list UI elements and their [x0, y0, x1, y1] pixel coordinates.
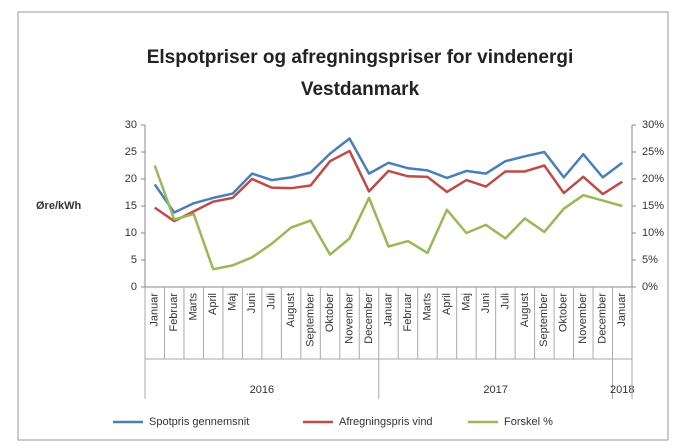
y-tick-label: 0 — [131, 281, 137, 293]
x-tick-label: Juli — [266, 293, 278, 310]
x-tick-label: Oktober — [558, 293, 570, 332]
y-tick-label: 20 — [125, 173, 137, 185]
series-line — [153, 165, 623, 271]
y-tick-label: 5 — [131, 254, 137, 266]
x-tick-label: August — [285, 293, 297, 327]
x-tick-label: November — [343, 293, 355, 344]
y-tick-label: 30 — [125, 119, 137, 131]
x-tick-label: Februar — [402, 293, 414, 332]
x-tick-label: December — [363, 293, 375, 344]
x-tick-label: September — [538, 293, 550, 347]
legend-label: Spotpris gennemsnit — [149, 416, 249, 428]
x-tick-label: April — [441, 293, 453, 315]
x-tick-label: November — [577, 293, 589, 344]
x-group-label: 2018 — [610, 384, 634, 396]
legend-label: Forskel % — [504, 416, 553, 428]
y2-tick-label: 5% — [642, 254, 658, 266]
x-tick-label: Marts — [421, 293, 433, 321]
y-axis-label: Øre/kWh — [36, 200, 82, 212]
y2-tick-label: 0% — [642, 281, 658, 293]
x-tick-label: Januar — [149, 293, 161, 327]
series-line — [154, 149, 623, 223]
y2-tick-label: 30% — [642, 119, 664, 131]
x-group-label: 2016 — [250, 384, 274, 396]
x-tick-label: August — [519, 293, 531, 327]
chart-title: Vestdanmark — [301, 79, 420, 100]
y-tick-label: 15 — [125, 200, 137, 212]
x-tick-label: Februar — [168, 293, 180, 332]
x-group-label: 2017 — [483, 384, 507, 396]
legend-label: Afregningspris vind — [339, 416, 433, 428]
series-line — [153, 137, 624, 214]
y2-tick-label: 20% — [642, 173, 664, 185]
y2-tick-label: 25% — [642, 146, 664, 158]
x-tick-label: Oktober — [324, 293, 336, 332]
x-tick-label: Juli — [499, 293, 511, 310]
y-tick-label: 10 — [125, 227, 137, 239]
x-tick-label: December — [597, 293, 609, 344]
chart-border — [17, 11, 669, 441]
y2-tick-label: 10% — [642, 227, 664, 239]
x-tick-label: September — [304, 293, 316, 347]
chart-title: Elspotpriser og afregningspriser for vin… — [147, 47, 574, 68]
x-tick-label: Marts — [188, 293, 200, 321]
x-tick-label: Maj — [460, 293, 472, 311]
x-tick-label: Januar — [616, 293, 628, 327]
y-tick-label: 25 — [125, 146, 137, 158]
x-tick-label: Juni — [246, 293, 258, 313]
x-tick-label: Januar — [382, 293, 394, 327]
x-tick-label: April — [207, 293, 219, 315]
y2-tick-label: 15% — [642, 200, 664, 212]
x-tick-label: Maj — [227, 293, 239, 311]
x-tick-label: Juni — [480, 293, 492, 313]
